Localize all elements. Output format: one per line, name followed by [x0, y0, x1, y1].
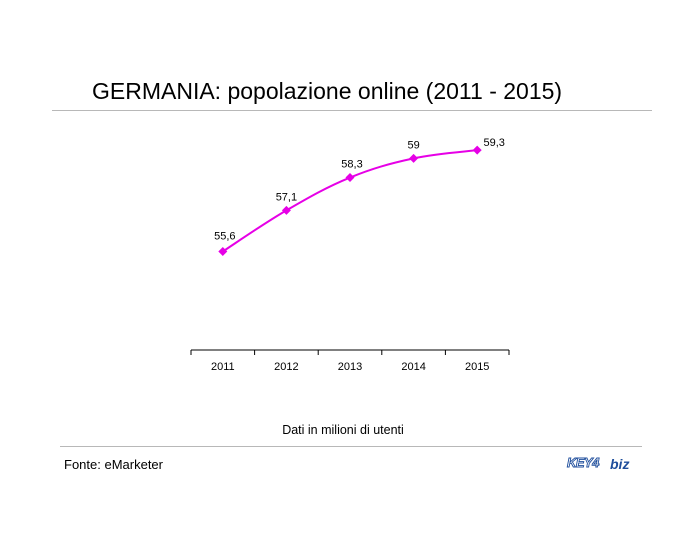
chart-caption: Dati in milioni di utenti — [282, 423, 404, 437]
footer-divider — [60, 446, 642, 447]
logo-biz-text: biz — [610, 456, 629, 472]
data-point-marker — [472, 145, 482, 155]
data-point-marker — [345, 173, 355, 183]
data-point-marker — [218, 246, 228, 256]
x-tick-label: 2012 — [274, 361, 298, 373]
x-tick-label: 2013 — [338, 361, 362, 373]
data-point-marker — [281, 205, 291, 215]
x-axis: 2011 2012 2013 2014 2015 — [190, 349, 510, 373]
data-point-marker — [409, 153, 419, 163]
data-label: 57,1 — [276, 191, 297, 203]
title-divider — [52, 110, 652, 111]
data-label: 58,3 — [341, 159, 362, 171]
x-tick-label: 2014 — [401, 361, 425, 373]
series-layer — [218, 145, 482, 256]
source-note: Fonte: eMarketer — [64, 457, 163, 472]
x-tick-label: 2015 — [465, 361, 489, 373]
x-tick-label: 2011 — [211, 361, 235, 373]
data-label: 59,3 — [483, 137, 504, 149]
data-label: 55,6 — [214, 230, 235, 242]
data-label: 59 — [407, 139, 419, 151]
chart-title: GERMANIA: popolazione online (2011 - 201… — [92, 78, 563, 104]
data-label-layer: 55,6 57,1 58,3 59 59,3 — [214, 137, 505, 242]
key4biz-logo: KEY4 biz — [567, 455, 630, 472]
logo-key4-text: KEY4 — [567, 455, 600, 470]
